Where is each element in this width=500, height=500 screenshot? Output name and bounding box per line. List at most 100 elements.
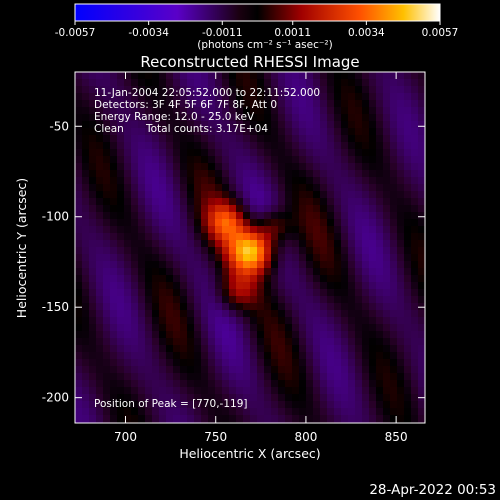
heatmap-cell <box>292 408 300 416</box>
heatmap-cell <box>306 310 314 318</box>
heatmap-cell <box>418 184 425 192</box>
heatmap-cell <box>257 268 265 276</box>
heatmap-cell <box>201 359 209 367</box>
heatmap-cell <box>278 401 286 409</box>
heatmap-cell <box>145 121 153 129</box>
heatmap-cell <box>82 408 90 416</box>
clean-text: Clean <box>94 123 124 135</box>
heatmap-cell <box>411 128 419 136</box>
heatmap-cell <box>313 289 321 297</box>
heatmap-cell <box>383 261 391 269</box>
heatmap-cell <box>103 247 111 255</box>
heatmap-cell <box>418 128 425 136</box>
heatmap-cell <box>117 366 125 374</box>
heatmap-cell <box>138 128 146 136</box>
heatmap-cell <box>397 282 405 290</box>
heatmap-cell <box>187 268 195 276</box>
heatmap-cell <box>348 184 356 192</box>
heatmap-cell <box>243 408 251 416</box>
heatmap-cell <box>187 394 195 402</box>
heatmap-cell <box>145 198 153 206</box>
heatmap-cell <box>173 219 181 227</box>
heatmap-cell <box>390 373 398 381</box>
heatmap-cell <box>411 156 419 164</box>
heatmap-cell <box>257 212 265 220</box>
heatmap-cell <box>180 317 188 325</box>
heatmap-cell <box>187 387 195 395</box>
heatmap-cell <box>264 345 272 353</box>
heatmap-cell <box>166 317 174 325</box>
heatmap-cell <box>145 86 153 94</box>
heatmap-cell <box>145 324 153 332</box>
heatmap-cell <box>96 254 104 262</box>
heatmap-cell <box>292 352 300 360</box>
heatmap-cell <box>327 226 335 234</box>
heatmap-cell <box>152 331 160 339</box>
heatmap-cell <box>75 261 83 269</box>
heatmap-cell <box>369 254 377 262</box>
heatmap-cell <box>327 373 335 381</box>
heatmap-cell <box>110 310 118 318</box>
heatmap-cell <box>327 114 335 122</box>
heatmap-cell <box>383 135 391 143</box>
heatmap-cell <box>362 142 370 150</box>
heatmap-cell <box>208 268 216 276</box>
heatmap-cell <box>110 226 118 234</box>
heatmap-cell <box>75 184 83 192</box>
heatmap-cell <box>152 156 160 164</box>
heatmap-cell <box>159 303 167 311</box>
heatmap-cell <box>138 198 146 206</box>
heatmap-cell <box>215 198 223 206</box>
heatmap-cell <box>355 100 363 108</box>
heatmap-cell <box>208 380 216 388</box>
heatmap-cell <box>159 275 167 283</box>
heatmap-cell <box>194 338 202 346</box>
heatmap-cell <box>285 373 293 381</box>
heatmap-cell <box>383 86 391 94</box>
heatmap-cell <box>180 198 188 206</box>
heatmap-cell <box>250 128 258 136</box>
heatmap-cell <box>166 198 174 206</box>
heatmap-cell <box>411 408 419 416</box>
heatmap-cell <box>299 142 307 150</box>
heatmap-cell <box>131 373 139 381</box>
heatmap-cell <box>152 93 160 101</box>
heatmap-cell <box>201 373 209 381</box>
heatmap-cell <box>194 72 202 80</box>
heatmap-cell <box>215 233 223 241</box>
heatmap-cell <box>103 86 111 94</box>
heatmap-cell <box>320 93 328 101</box>
heatmap-cell <box>306 121 314 129</box>
heatmap-cell <box>96 121 104 129</box>
heatmap-cell <box>145 240 153 248</box>
heatmap-cell <box>285 233 293 241</box>
heatmap-cell <box>173 331 181 339</box>
heatmap-cell <box>208 79 216 87</box>
heatmap-cell <box>82 317 90 325</box>
heatmap-cell <box>320 408 328 416</box>
heatmap-cell <box>166 394 174 402</box>
heatmap-cell <box>299 268 307 276</box>
heatmap-cell <box>138 303 146 311</box>
heatmap-cell <box>75 373 83 381</box>
heatmap-cell <box>201 226 209 234</box>
heatmap-cell <box>285 331 293 339</box>
heatmap-cell <box>159 170 167 178</box>
heatmap-cell <box>110 142 118 150</box>
heatmap-cell <box>159 177 167 185</box>
heatmap-cell <box>348 247 356 255</box>
heatmap-cell <box>173 205 181 213</box>
heatmap-cell <box>271 324 279 332</box>
heatmap-cell <box>348 275 356 283</box>
heatmap-cell <box>271 387 279 395</box>
heatmap-cell <box>187 212 195 220</box>
heatmap-cell <box>355 338 363 346</box>
heatmap-cell <box>194 359 202 367</box>
heatmap-cell <box>348 226 356 234</box>
heatmap-cell <box>257 296 265 304</box>
heatmap-cell <box>208 142 216 150</box>
heatmap-cell <box>278 394 286 402</box>
heatmap-cell <box>292 310 300 318</box>
heatmap-cell <box>369 324 377 332</box>
heatmap-cell <box>243 289 251 297</box>
